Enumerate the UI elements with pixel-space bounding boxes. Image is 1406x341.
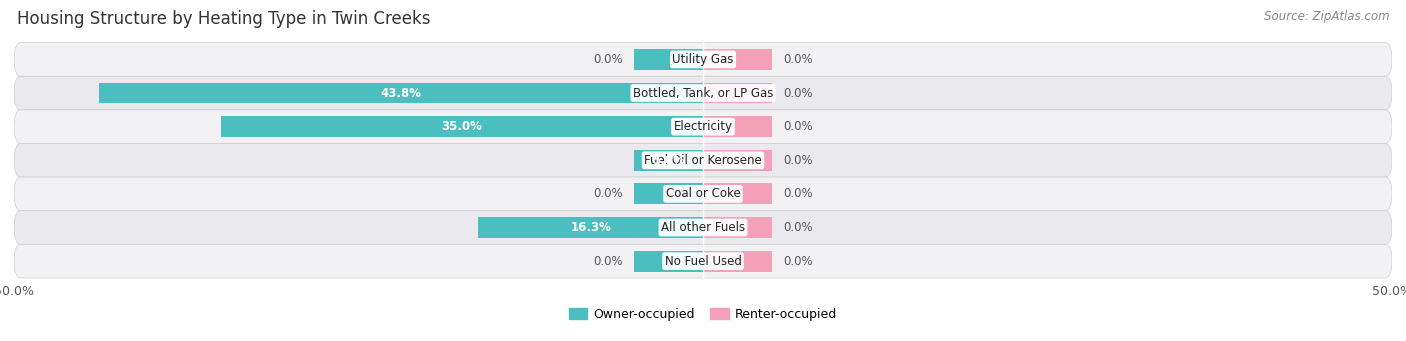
Text: Bottled, Tank, or LP Gas: Bottled, Tank, or LP Gas <box>633 87 773 100</box>
FancyBboxPatch shape <box>14 177 1392 211</box>
Text: Source: ZipAtlas.com: Source: ZipAtlas.com <box>1264 10 1389 23</box>
Text: 0.0%: 0.0% <box>593 53 623 66</box>
Bar <box>634 150 703 171</box>
Text: 0.0%: 0.0% <box>783 53 813 66</box>
FancyBboxPatch shape <box>14 244 1392 278</box>
Text: 0.0%: 0.0% <box>783 120 813 133</box>
Bar <box>703 217 772 238</box>
Bar <box>703 150 772 171</box>
Bar <box>703 251 772 271</box>
Bar <box>703 116 772 137</box>
Text: 5.0%: 5.0% <box>652 154 685 167</box>
Text: 16.3%: 16.3% <box>571 221 612 234</box>
Text: 0.0%: 0.0% <box>593 188 623 201</box>
Bar <box>703 49 772 70</box>
Bar <box>634 183 703 204</box>
FancyBboxPatch shape <box>14 110 1392 144</box>
FancyBboxPatch shape <box>14 76 1392 110</box>
Bar <box>703 83 772 103</box>
Bar <box>703 183 772 204</box>
Text: 0.0%: 0.0% <box>783 188 813 201</box>
Text: Utility Gas: Utility Gas <box>672 53 734 66</box>
Bar <box>221 116 703 137</box>
Text: No Fuel Used: No Fuel Used <box>665 255 741 268</box>
Text: 43.8%: 43.8% <box>381 87 422 100</box>
FancyBboxPatch shape <box>14 144 1392 177</box>
Text: 35.0%: 35.0% <box>441 120 482 133</box>
Bar <box>478 217 703 238</box>
Text: Fuel Oil or Kerosene: Fuel Oil or Kerosene <box>644 154 762 167</box>
Text: 0.0%: 0.0% <box>783 87 813 100</box>
Text: Electricity: Electricity <box>673 120 733 133</box>
FancyBboxPatch shape <box>14 211 1392 244</box>
Text: 0.0%: 0.0% <box>783 154 813 167</box>
Bar <box>634 49 703 70</box>
Text: 0.0%: 0.0% <box>783 255 813 268</box>
FancyBboxPatch shape <box>14 43 1392 76</box>
Text: Housing Structure by Heating Type in Twin Creeks: Housing Structure by Heating Type in Twi… <box>17 10 430 28</box>
Text: All other Fuels: All other Fuels <box>661 221 745 234</box>
Legend: Owner-occupied, Renter-occupied: Owner-occupied, Renter-occupied <box>564 303 842 326</box>
Text: 0.0%: 0.0% <box>593 255 623 268</box>
Bar <box>100 83 703 103</box>
Text: Coal or Coke: Coal or Coke <box>665 188 741 201</box>
Text: 0.0%: 0.0% <box>783 221 813 234</box>
Bar <box>634 251 703 271</box>
